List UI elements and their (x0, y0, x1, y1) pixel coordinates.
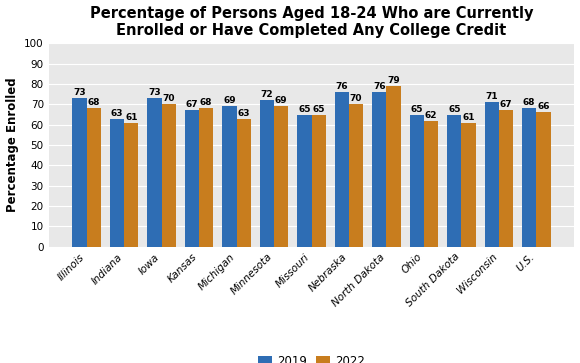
Text: 61: 61 (462, 113, 475, 122)
Legend: 2019, 2022: 2019, 2022 (253, 350, 369, 363)
Bar (447, 115, 461, 247)
Text: 67: 67 (186, 101, 198, 109)
Text: 68: 68 (523, 98, 535, 107)
Bar (424, 121, 438, 247)
Text: 68: 68 (88, 98, 100, 107)
Bar (461, 123, 476, 247)
Bar (110, 119, 124, 247)
Bar (185, 110, 199, 247)
Text: 62: 62 (425, 111, 437, 120)
Bar (274, 106, 288, 247)
Bar (298, 115, 311, 247)
Text: 65: 65 (411, 105, 423, 114)
Bar (237, 119, 251, 247)
Text: 63: 63 (111, 109, 124, 118)
Text: 70: 70 (162, 94, 175, 103)
Bar (72, 98, 87, 247)
Text: 67: 67 (499, 101, 512, 109)
Bar (260, 100, 274, 247)
Bar (124, 123, 139, 247)
Bar (162, 104, 176, 247)
Bar (147, 98, 162, 247)
Bar (536, 113, 550, 247)
Bar (311, 115, 326, 247)
Text: 65: 65 (448, 105, 461, 114)
Text: 63: 63 (237, 109, 250, 118)
Bar (386, 86, 401, 247)
Text: 61: 61 (125, 113, 137, 122)
Text: 73: 73 (73, 88, 86, 97)
Bar (485, 102, 499, 247)
Bar (222, 106, 237, 247)
Bar (335, 92, 349, 247)
Text: 68: 68 (200, 98, 212, 107)
Text: 69: 69 (223, 96, 236, 105)
Bar (499, 110, 513, 247)
Text: 76: 76 (336, 82, 348, 91)
Bar (87, 109, 101, 247)
Y-axis label: Percentage Enrolled: Percentage Enrolled (6, 78, 19, 212)
Title: Percentage of Persons Aged 18-24 Who are Currently
Enrolled or Have Completed An: Percentage of Persons Aged 18-24 Who are… (90, 5, 533, 38)
Bar (522, 109, 536, 247)
Text: 65: 65 (313, 105, 325, 114)
Text: 65: 65 (298, 105, 311, 114)
Bar (349, 104, 363, 247)
Text: 70: 70 (350, 94, 362, 103)
Bar (409, 115, 424, 247)
Bar (372, 92, 386, 247)
Text: 73: 73 (148, 88, 161, 97)
Text: 79: 79 (387, 76, 400, 85)
Text: 76: 76 (373, 82, 386, 91)
Text: 72: 72 (260, 90, 273, 99)
Bar (199, 109, 213, 247)
Text: 71: 71 (485, 92, 498, 101)
Text: 66: 66 (537, 102, 550, 111)
Text: 69: 69 (275, 96, 288, 105)
